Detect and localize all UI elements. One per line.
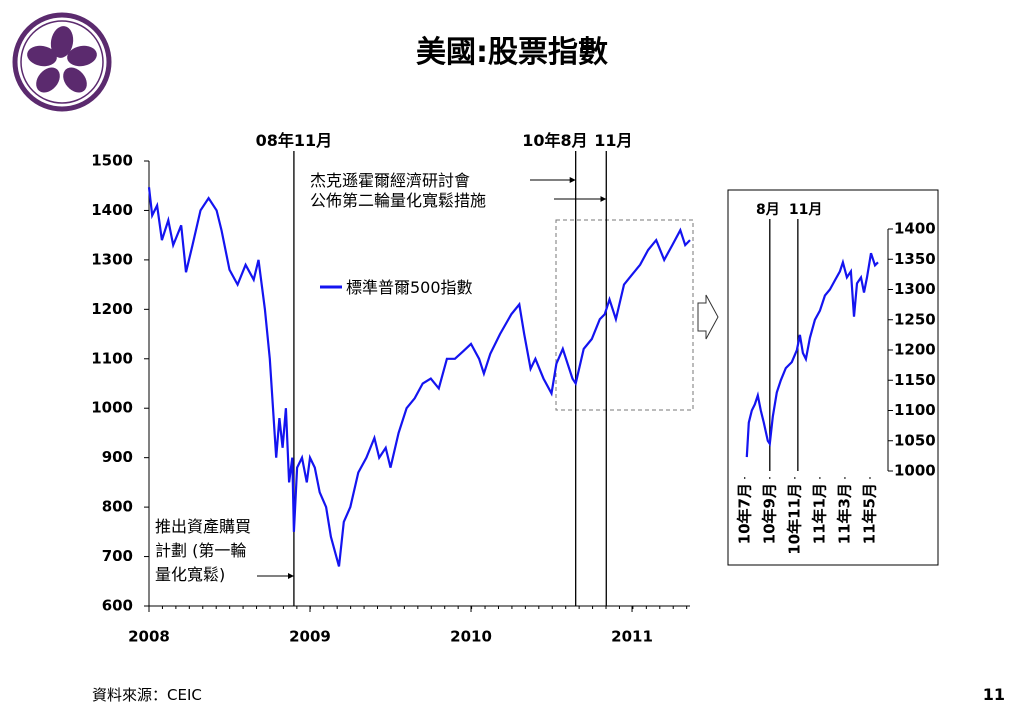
- y-tick-label: 1150: [894, 371, 936, 389]
- x-tick-label: 10年7月: [735, 483, 753, 544]
- y-tick-label: 900: [102, 448, 133, 466]
- y-tick-label: 800: [102, 498, 133, 516]
- x-tick-label: 11年1月: [810, 483, 828, 544]
- event-label: 8月: [756, 202, 780, 218]
- x-tick-label: 11年3月: [835, 483, 853, 544]
- x-tick-label: 2008: [128, 628, 170, 646]
- y-tick-label: 1000: [91, 399, 133, 417]
- series-line: [745, 252, 879, 458]
- series-line: [147, 187, 691, 567]
- zoom-arrow: [697, 294, 719, 340]
- y-tick-label: 1100: [894, 401, 936, 419]
- logo: [12, 12, 112, 112]
- y-tick-label: 1350: [894, 250, 936, 268]
- annotation: 量化寬鬆): [155, 565, 225, 584]
- y-tick-label: 1200: [91, 300, 133, 318]
- x-tick-label: 2011: [611, 628, 653, 646]
- x-tick-label: 2010: [450, 628, 492, 646]
- y-tick-label: 1050: [894, 431, 936, 449]
- event-label: 08年11月: [256, 131, 333, 150]
- legend-label: 標準普爾500指數: [346, 278, 473, 297]
- page-number: 11: [983, 685, 1005, 704]
- zoom-box: [555, 219, 694, 411]
- annotation: 推出資產購買: [155, 517, 251, 536]
- annotation: 杰克遜霍爾經濟研討會: [310, 171, 470, 190]
- x-tick-label: 10年9月: [760, 483, 778, 544]
- x-tick-label: 11年5月: [860, 483, 878, 544]
- y-tick-label: 700: [102, 547, 133, 565]
- x-tick-label: 2009: [289, 628, 331, 646]
- y-tick-label: 1250: [894, 310, 936, 328]
- y-tick-label: 1100: [91, 349, 133, 367]
- y-tick-label: 1300: [91, 250, 133, 268]
- annotation: 公佈第二輪量化寬鬆措施: [310, 191, 486, 210]
- x-tick-label: 10年11月: [785, 483, 803, 555]
- event-label: 11月: [594, 131, 632, 150]
- y-tick-label: 1300: [894, 280, 936, 298]
- source: 資料來源：CEIC: [92, 686, 202, 704]
- slide-title: 美國:股票指數: [416, 35, 608, 70]
- y-tick-label: 1500: [91, 152, 133, 170]
- event-label: 10年8月: [522, 131, 587, 150]
- y-tick-label: 1000: [894, 462, 936, 480]
- y-tick-label: 1200: [894, 341, 936, 359]
- y-tick-label: 1400: [91, 201, 133, 219]
- y-tick-label: 1400: [894, 220, 936, 238]
- annotation: 計劃 (第一輪: [155, 541, 246, 560]
- inset-frame: [727, 189, 939, 566]
- y-tick-label: 600: [102, 597, 133, 615]
- event-label: 11月: [789, 202, 822, 218]
